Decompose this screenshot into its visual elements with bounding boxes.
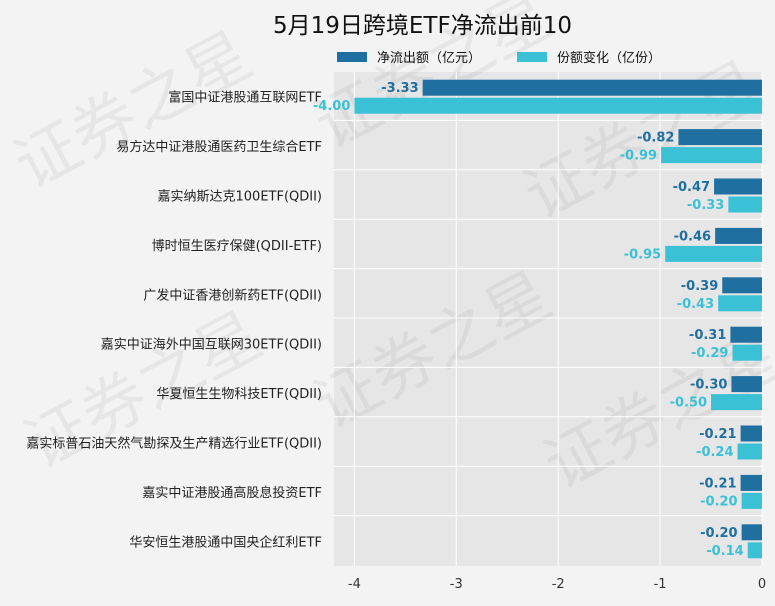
bar-outflow <box>730 326 762 343</box>
bar-outflow <box>714 178 762 195</box>
category-label: 富国中证港股通互联网ETF <box>168 90 322 106</box>
x-tick-label: -1 <box>654 577 667 592</box>
data-label-shares: -0.50 <box>670 396 707 411</box>
x-tick-label: -2 <box>552 577 565 592</box>
bar-shares <box>718 295 762 312</box>
legend-label-shares: 份额变化（亿份） <box>557 51 662 66</box>
bar-outflow <box>731 376 762 393</box>
bar-shares <box>737 443 762 460</box>
bar-shares <box>741 492 762 509</box>
bar-shares <box>732 344 762 361</box>
category-label: 广发中证香港创新药ETF(QDII) <box>143 287 322 303</box>
legend-swatch-outflow <box>337 51 367 62</box>
data-label-shares: -4.00 <box>313 99 350 114</box>
data-label-shares: -0.24 <box>696 445 733 460</box>
chart-title: 5月19日跨境ETF净流出前10 <box>273 13 572 39</box>
category-label: 华安恒生港股通中国央企红利ETF <box>129 534 322 550</box>
chart-legend: 净流出额（亿元） 份额变化（亿份） <box>337 47 697 66</box>
category-label: 嘉实中证海外中国互联网30ETF(QDII) <box>101 338 322 353</box>
data-label-outflow: -0.47 <box>673 180 710 195</box>
bar-outflow <box>740 425 762 442</box>
bar-shares <box>665 245 762 262</box>
category-label: 嘉实纳斯达克100ETF(QDII) <box>158 190 323 205</box>
data-label-shares: -0.14 <box>706 544 743 559</box>
data-label-outflow: -0.39 <box>681 279 718 294</box>
data-label-shares: -0.20 <box>700 494 737 509</box>
category-label: 嘉实中证港股通高股息投资ETF <box>142 485 322 501</box>
bar-shares <box>354 97 762 114</box>
legend-item-outflow: 净流出额（亿元） <box>337 47 481 66</box>
category-label: 华夏恒生生物科技ETF(QDII) <box>156 387 322 402</box>
bar-shares <box>747 542 762 559</box>
bar-shares <box>728 196 762 213</box>
watermark-text: 证券之星 <box>3 19 264 205</box>
data-label-outflow: -0.82 <box>637 131 674 146</box>
data-label-shares: -0.43 <box>677 297 714 312</box>
bar-outflow <box>741 524 762 541</box>
data-label-shares: -0.29 <box>691 346 728 361</box>
bar-shares <box>711 394 762 411</box>
data-label-outflow: -0.21 <box>699 476 736 491</box>
category-label: 嘉实标普石油天然气勘探及生产精选行业ETF(QDII) <box>26 436 322 452</box>
x-tick-label: -4 <box>348 577 361 592</box>
data-label-shares: -0.99 <box>620 149 657 164</box>
data-label-outflow: -0.20 <box>700 526 737 541</box>
x-tick-label: -3 <box>450 577 463 592</box>
data-label-outflow: -0.21 <box>699 427 736 442</box>
data-label-shares: -0.33 <box>687 198 724 213</box>
data-label-outflow: -0.31 <box>689 328 726 343</box>
category-label: 易方达中证港股通医药卫生综合ETF <box>116 139 322 155</box>
legend-swatch-shares <box>517 51 548 62</box>
bar-shares <box>661 147 762 164</box>
data-label-outflow: -3.33 <box>381 81 418 96</box>
data-label-outflow: -0.30 <box>690 378 727 393</box>
bar-outflow <box>722 277 762 294</box>
data-label-outflow: -0.46 <box>674 229 711 244</box>
legend-label-outflow: 净流出额（亿元） <box>377 51 482 66</box>
bar-outflow <box>422 79 762 96</box>
category-label: 博时恒生医疗保健(QDII-ETF) <box>152 239 322 254</box>
bar-outflow <box>740 474 762 491</box>
data-label-shares: -0.95 <box>624 247 661 262</box>
x-tick-label: 0 <box>758 577 766 592</box>
bar-outflow <box>678 129 762 146</box>
legend-item-shares: 份额变化（亿份） <box>517 47 661 66</box>
bar-outflow <box>715 227 762 244</box>
